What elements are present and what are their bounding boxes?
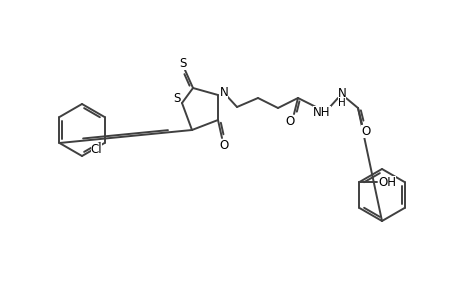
- Text: Cl: Cl: [90, 142, 102, 155]
- Text: N: N: [219, 85, 228, 98]
- Text: OH: OH: [378, 176, 396, 188]
- Text: S: S: [173, 92, 180, 104]
- Text: NH: NH: [313, 106, 330, 118]
- Text: O: O: [219, 139, 228, 152]
- Text: O: O: [361, 124, 370, 137]
- Text: O: O: [285, 115, 294, 128]
- Text: S: S: [179, 56, 186, 70]
- Text: H: H: [337, 98, 345, 108]
- Text: N: N: [337, 86, 346, 100]
